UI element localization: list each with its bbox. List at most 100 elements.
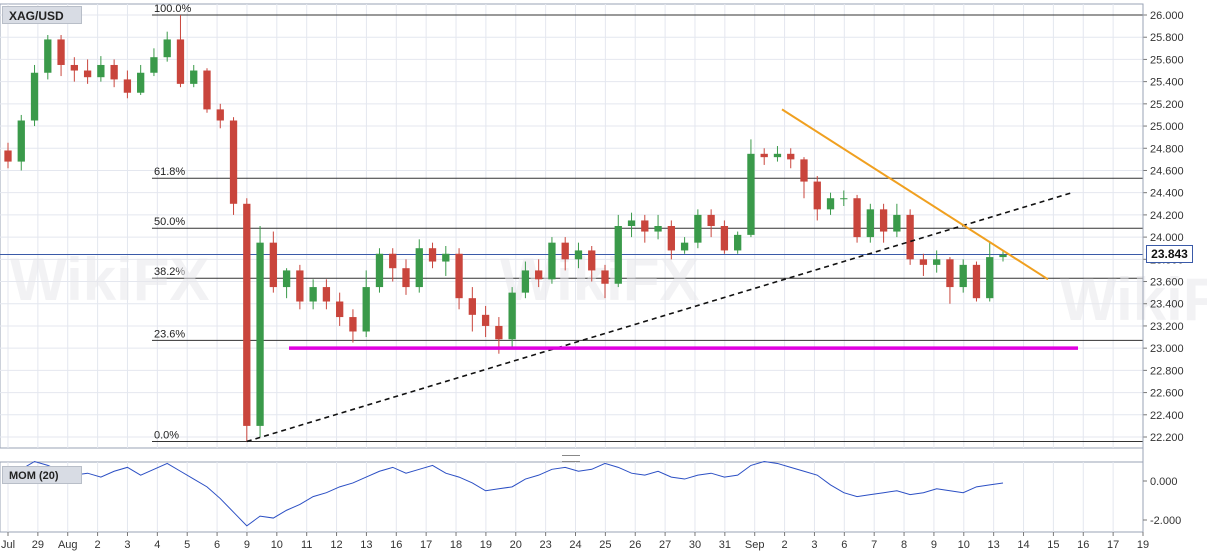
candle-body bbox=[495, 325, 503, 340]
candle-body bbox=[508, 292, 516, 340]
candle-body bbox=[322, 287, 331, 302]
price-tick-label: 23.400 bbox=[1150, 299, 1184, 311]
candle-body bbox=[840, 198, 848, 200]
trendlines[interactable] bbox=[246, 108, 1078, 443]
candle-body bbox=[150, 57, 158, 73]
candle-body bbox=[879, 209, 888, 232]
candle-body bbox=[959, 264, 967, 288]
time-tick-label: 24 bbox=[569, 539, 581, 551]
candle-body bbox=[362, 287, 370, 332]
time-tick-label: 20 bbox=[510, 539, 522, 551]
symbol-label: XAG/USD bbox=[2, 6, 82, 24]
candle-body bbox=[402, 268, 410, 288]
time-tick-label: 3 bbox=[811, 539, 817, 551]
candle-body bbox=[83, 70, 92, 78]
price-tick-label: 22.400 bbox=[1150, 410, 1184, 422]
time-tick-label: 13 bbox=[988, 539, 1000, 551]
candle-body bbox=[442, 253, 450, 262]
candle-body bbox=[336, 301, 344, 318]
time-tick-label: 12 bbox=[330, 539, 342, 551]
time-tick-label: 16 bbox=[390, 539, 402, 551]
price-tick-label: 25.000 bbox=[1150, 121, 1184, 133]
candle-body bbox=[123, 79, 132, 93]
time-tick-label: 19 bbox=[1137, 539, 1149, 551]
downtrend-line bbox=[781, 108, 1049, 281]
fib-level-label: 23.6% bbox=[154, 328, 185, 340]
price-tick-label: 24.400 bbox=[1150, 188, 1184, 200]
candle-body bbox=[282, 270, 291, 288]
time-tick-label: 8 bbox=[901, 539, 907, 551]
pane-resize-handle[interactable] bbox=[562, 455, 580, 462]
price-tick-label: 24.600 bbox=[1150, 165, 1184, 177]
time-tick-label: 29 bbox=[32, 539, 44, 551]
price-tick-label: 22.800 bbox=[1150, 365, 1184, 377]
candlestick-series bbox=[4, 15, 1007, 442]
price-tick-label: 24.200 bbox=[1150, 210, 1184, 222]
candle-body bbox=[853, 198, 861, 238]
time-tick-label: 3 bbox=[124, 539, 130, 551]
candle-body bbox=[44, 39, 52, 73]
time-tick-label: Sep bbox=[745, 539, 765, 551]
indicator-label: MOM (20) bbox=[2, 466, 82, 484]
candle-body bbox=[203, 70, 211, 110]
candle-body bbox=[680, 242, 689, 251]
candle-body bbox=[70, 64, 78, 71]
candle-body bbox=[428, 248, 437, 262]
time-tick-label: 16 bbox=[1077, 539, 1089, 551]
time-tick-label: 10 bbox=[271, 539, 283, 551]
price-tick-label: 22.600 bbox=[1150, 388, 1184, 400]
candle-body bbox=[800, 159, 808, 182]
candle-body bbox=[349, 317, 357, 332]
time-tick-label: 31 bbox=[719, 539, 731, 551]
time-tick-label: 30 bbox=[689, 539, 701, 551]
candle-body bbox=[296, 270, 304, 302]
last-price-tag: 23.843 bbox=[1146, 245, 1193, 263]
candle-body bbox=[455, 253, 463, 299]
fib-level-label: 0.0% bbox=[154, 429, 179, 441]
watermark-logo: WikiFX bbox=[1060, 266, 1207, 333]
time-tick-label: 5 bbox=[184, 539, 190, 551]
candle-body bbox=[481, 314, 490, 326]
time-tick-label: 7 bbox=[871, 539, 877, 551]
candle-body bbox=[760, 153, 768, 158]
candle-body bbox=[163, 39, 171, 58]
candle-body bbox=[269, 242, 277, 288]
fib-level-label: 61.8% bbox=[154, 166, 185, 178]
time-tick-label: 17 bbox=[420, 539, 432, 551]
candle-body bbox=[17, 120, 25, 162]
candle-body bbox=[110, 64, 118, 80]
price-tick-label: 22.200 bbox=[1150, 432, 1184, 444]
candle-body bbox=[375, 253, 384, 288]
candle-body bbox=[773, 153, 782, 158]
time-tick-label: 19 bbox=[480, 539, 492, 551]
candle-body bbox=[747, 153, 755, 235]
candle-body bbox=[999, 254, 1007, 258]
candle-body bbox=[972, 264, 981, 299]
fib-level-label: 38.2% bbox=[154, 266, 185, 278]
candle-body bbox=[893, 214, 901, 232]
price-tick-label: 24.800 bbox=[1150, 143, 1184, 155]
candle-body bbox=[627, 220, 636, 226]
candle-body bbox=[933, 259, 941, 265]
time-tick-label: 6 bbox=[841, 539, 847, 551]
candle-body bbox=[229, 120, 238, 204]
candle-body bbox=[986, 257, 994, 299]
candle-body bbox=[654, 226, 662, 232]
candle-body bbox=[468, 298, 476, 315]
momentum-indicator: 0.000 -2.000 bbox=[7, 460, 1181, 527]
candle-body bbox=[256, 242, 264, 426]
price-tick-label: 26.000 bbox=[1150, 10, 1184, 22]
candle-body bbox=[906, 214, 914, 260]
candle-body bbox=[694, 214, 702, 243]
candle-body bbox=[190, 70, 198, 84]
candle-body bbox=[4, 150, 12, 162]
price-tick-label: 25.600 bbox=[1150, 54, 1184, 66]
candle-body bbox=[787, 153, 795, 160]
candle-body bbox=[415, 248, 423, 288]
price-tick-label: 25.400 bbox=[1150, 77, 1184, 89]
watermark-logo: WikiFX bbox=[500, 246, 699, 313]
momentum-pane bbox=[0, 461, 1144, 533]
candle-body bbox=[866, 209, 874, 238]
watermark-logo: WikiFX WikiFX WikiFX bbox=[10, 246, 1207, 333]
